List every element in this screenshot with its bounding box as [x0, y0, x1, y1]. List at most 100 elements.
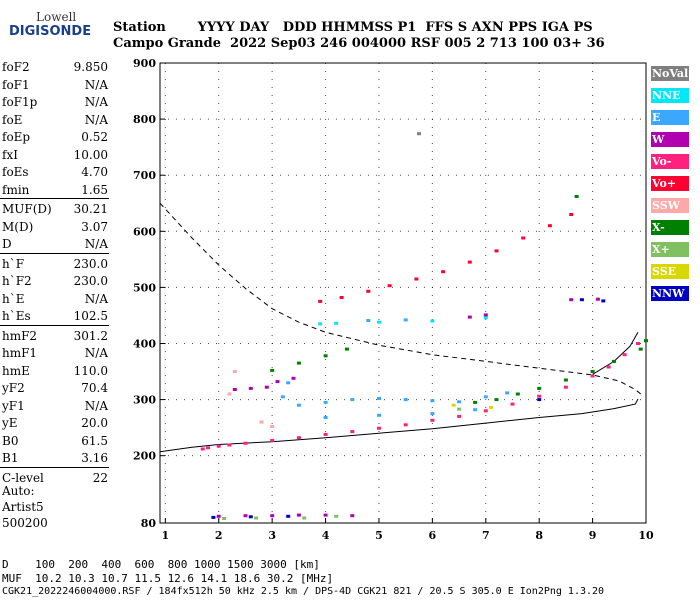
auto-code: 500200: [2, 516, 48, 530]
footer-file-info: CGK21_2022246004000.RSF / 184fx512h 50 k…: [2, 586, 605, 597]
echo-point: [638, 347, 643, 351]
echo-point: [457, 400, 462, 404]
echo-point: [243, 441, 248, 445]
echo-point: [403, 423, 408, 427]
param-value: 230.0: [73, 256, 108, 271]
echo-point: [457, 407, 462, 411]
echo-point: [377, 320, 381, 324]
echo-point: [216, 444, 221, 448]
echo-point: [216, 514, 221, 518]
echo-point: [612, 359, 616, 363]
param-value: 110.0: [73, 363, 108, 378]
param-value: N/A: [84, 346, 108, 360]
param-key: fmin: [2, 182, 30, 197]
param-value: N/A: [84, 95, 108, 109]
param-row: h`Es 102.5: [2, 309, 108, 323]
echo-point: [243, 514, 248, 518]
echo-point: [579, 298, 584, 302]
param-value: N/A: [84, 112, 108, 127]
echo-point: [232, 388, 237, 391]
param-key: h`F2: [2, 274, 32, 288]
echo-point: [259, 420, 264, 424]
logo-digisonde: DIGISONDE: [9, 24, 92, 39]
legend-item: E: [651, 110, 689, 125]
legend-item: Vo-: [651, 154, 689, 169]
x-tick-label: 6: [429, 529, 437, 542]
curve-profile-dashed: [159, 202, 642, 395]
echo-point: [286, 514, 291, 518]
echo-point: [515, 392, 520, 396]
param-value: 3.07: [81, 219, 108, 234]
echo-point: [547, 224, 552, 228]
echo-point: [377, 426, 381, 430]
y-tick-label: 80: [141, 517, 157, 530]
param-separator: [0, 198, 109, 199]
echo-point: [494, 249, 499, 253]
header-line-1: Station YYYY DAY DDD HHMMSS P1 FFS S AXN…: [113, 20, 593, 35]
echo-point: [211, 515, 216, 519]
x-tick-label: 9: [589, 529, 597, 542]
param-key: foF1: [2, 77, 30, 92]
echo-point: [254, 516, 259, 520]
echo-point: [590, 370, 595, 373]
echo-point: [590, 374, 595, 378]
param-value: N/A: [84, 237, 108, 251]
y-tick-label: 800: [133, 113, 156, 126]
param-value: 22: [92, 470, 108, 485]
param-key: yE: [2, 416, 18, 430]
echo-point: [483, 409, 488, 413]
param-key: C-level: [2, 470, 44, 485]
param-separator: [0, 252, 109, 254]
echo-point: [200, 447, 205, 451]
x-tick-label: 7: [482, 529, 490, 542]
x-tick-label: 5: [375, 529, 383, 542]
param-row: h`F 230.0: [2, 257, 108, 271]
echo-point: [644, 339, 648, 343]
echo-point: [537, 386, 542, 390]
echo-point: [296, 436, 301, 440]
echo-point: [350, 514, 355, 518]
auto-label: Auto:: [2, 484, 35, 498]
param-key: M(D): [2, 219, 34, 234]
echo-point: [403, 398, 408, 402]
legend-item: SSE: [651, 264, 689, 279]
echo-point: [457, 414, 462, 418]
echo-point: [521, 236, 526, 240]
param-row: foE N/A: [2, 113, 108, 127]
y-tick-label: 700: [133, 169, 156, 182]
echo-point: [248, 386, 253, 390]
param-value: N/A: [84, 77, 108, 92]
echo-point: [569, 298, 574, 302]
echo-point: [291, 376, 296, 380]
echo-point: [441, 270, 446, 274]
echo-point: [417, 132, 421, 136]
echo-point: [296, 403, 301, 407]
echo-point: [206, 446, 211, 450]
param-row: B1 3.16: [2, 451, 108, 465]
echo-point: [494, 398, 499, 402]
echo-point: [227, 443, 232, 447]
grid: [160, 62, 647, 524]
echo-point: [510, 402, 515, 406]
param-row: foF1 N/A: [2, 78, 108, 92]
echo-point: [270, 368, 275, 372]
param-value: 20.0: [81, 416, 108, 430]
echo-point: [563, 378, 568, 382]
legend-item: NNE: [651, 88, 689, 103]
echo-point: [403, 318, 408, 322]
param-row: D N/A: [2, 237, 108, 251]
echo-point: [248, 515, 253, 519]
param-key: hmE: [2, 363, 30, 378]
echo-point: [574, 195, 579, 198]
param-key: yF1: [2, 398, 25, 413]
echo-point: [334, 514, 339, 518]
param-value: 70.4: [81, 381, 108, 395]
param-row: MUF(D) 30.21: [2, 202, 108, 216]
y-tick-label: 400: [133, 337, 156, 350]
echo-point: [489, 405, 494, 409]
param-key: h`Es: [2, 309, 31, 323]
echo-point: [318, 322, 323, 326]
echo-point: [537, 394, 542, 398]
param-row: foF1p N/A: [2, 95, 108, 109]
echo-point: [430, 319, 435, 323]
